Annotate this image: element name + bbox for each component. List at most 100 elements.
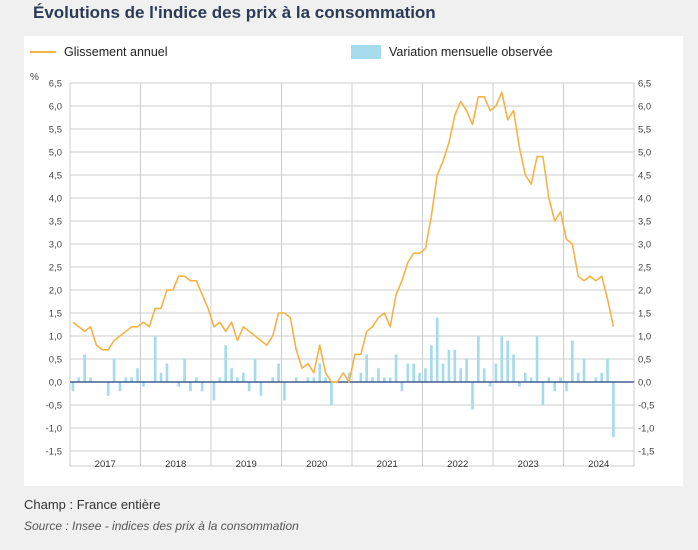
bar-monthly-variation — [259, 382, 263, 396]
bar-monthly-variation — [77, 377, 81, 382]
bar-monthly-variation — [283, 382, 286, 401]
bar-monthly-variation — [306, 377, 310, 382]
y-tick-label-right: 4,5 — [638, 171, 651, 182]
y-tick-label-right: 6,5 — [638, 79, 651, 90]
bar-monthly-variation — [388, 377, 392, 382]
y-tick-label-left: 5,0 — [49, 148, 62, 159]
bar-monthly-variation — [424, 368, 427, 382]
legend-item-bar[interactable]: Variation mensuelle observée — [351, 44, 553, 60]
bar-monthly-variation — [230, 368, 233, 382]
x-tick-label-year: 2019 — [236, 459, 257, 470]
y-tick-label-right: 5,5 — [638, 125, 651, 136]
bar-monthly-variation — [124, 377, 128, 382]
bar-monthly-variation — [559, 377, 562, 382]
y-tick-label-right: 1,5 — [638, 309, 651, 320]
bar-monthly-variation — [400, 382, 404, 392]
y-tick-label-right: -0,5 — [638, 401, 654, 412]
bar-monthly-variation — [576, 372, 580, 382]
bar-monthly-variation — [500, 336, 504, 382]
y-tick-label-left: 2,0 — [49, 286, 62, 297]
bar-monthly-variation — [465, 359, 468, 382]
bar-monthly-variation — [189, 382, 192, 392]
bar-monthly-variation — [359, 372, 363, 382]
y-tick-label-left: -0,5 — [46, 401, 62, 412]
bar-monthly-variation — [177, 382, 181, 387]
y-tick-label-right: 0,0 — [638, 378, 651, 389]
bar-monthly-variation — [476, 336, 480, 382]
bar-monthly-variation — [547, 377, 551, 382]
bar-monthly-variation — [324, 377, 327, 382]
y-tick-label-left: -1,0 — [46, 424, 62, 435]
bar-monthly-variation — [506, 340, 510, 382]
y-tick-label-left: 0,0 — [49, 378, 62, 389]
bar-monthly-variation — [518, 382, 521, 387]
bar-monthly-variation — [71, 382, 75, 392]
bar-monthly-variation — [312, 377, 316, 382]
y-tick-label-left: 6,0 — [49, 102, 62, 113]
chart-card: 6,5 6,5 6,0 6,0 5,5 5,5 5,0 5,0 4,5 4,5 4,0 4,0 3,5 3… — [24, 36, 683, 486]
footer-source: Source : Insee - indices des prix à la c… — [24, 519, 299, 533]
bar-monthly-variation — [347, 372, 351, 382]
bar-monthly-variation — [236, 377, 239, 382]
bar-monthly-variation — [606, 359, 609, 382]
bar-monthly-variation — [435, 317, 439, 382]
bar-monthly-variation — [136, 368, 139, 382]
y-tick-label-left: 4,0 — [49, 194, 62, 205]
x-tick-label-year: 2018 — [165, 459, 186, 470]
y-tick-label-right: 3,0 — [638, 240, 651, 251]
x-tick-label-year: 2020 — [306, 459, 327, 470]
bar-monthly-variation — [471, 382, 474, 410]
y-axis-unit-label: % — [30, 72, 39, 83]
bar-monthly-variation — [494, 363, 498, 382]
bar-monthly-variation — [153, 336, 157, 382]
bar-monthly-variation — [106, 382, 110, 396]
y-tick-label-left: 2,5 — [49, 263, 62, 274]
bar-monthly-variation — [529, 377, 533, 382]
bar-monthly-variation — [83, 354, 87, 382]
bar-monthly-variation — [200, 382, 204, 392]
bar-monthly-variation — [194, 377, 198, 382]
bar-monthly-variation — [429, 345, 433, 382]
y-tick-label-left: 6,5 — [49, 79, 62, 90]
y-tick-label-left: 3,5 — [49, 217, 62, 228]
bar-monthly-variation — [247, 382, 251, 392]
bar-monthly-variation — [441, 363, 445, 382]
y-tick-label-left: 1,5 — [49, 309, 62, 320]
bar-monthly-variation — [241, 372, 245, 382]
y-tick-label-left: -1,5 — [46, 447, 62, 458]
bar-monthly-variation — [212, 382, 216, 401]
x-tick-label-year: 2017 — [95, 459, 116, 470]
bar-monthly-variation — [406, 363, 410, 382]
bar-monthly-variation — [365, 354, 369, 382]
bar-monthly-variation — [600, 372, 604, 382]
bar-monthly-variation — [488, 382, 492, 387]
y-tick-label-left: 0,5 — [49, 355, 62, 366]
x-tick-label-year: 2021 — [377, 459, 398, 470]
bar-monthly-variation — [165, 363, 169, 382]
y-tick-label-right: -1,5 — [638, 447, 654, 458]
bar-monthly-variation — [330, 382, 333, 405]
x-tick-label-year: 2023 — [518, 459, 539, 470]
y-tick-label-left: 1,0 — [49, 332, 62, 343]
bar-monthly-variation — [253, 359, 257, 382]
x-tick-label-year: 2022 — [447, 459, 468, 470]
bar-monthly-variation — [218, 377, 222, 382]
y-tick-label-right: 2,0 — [638, 286, 651, 297]
bar-monthly-variation — [118, 382, 122, 392]
y-tick-label-right: 1,0 — [638, 332, 651, 343]
bar-monthly-variation — [382, 377, 386, 382]
x-tick-label-year: 2024 — [588, 459, 609, 470]
bar-monthly-variation — [453, 349, 457, 382]
bar-monthly-variation — [523, 372, 527, 382]
bar-monthly-variation — [277, 363, 280, 382]
bar-monthly-variation — [541, 382, 545, 405]
y-tick-label-right: 0,5 — [638, 355, 651, 366]
bar-monthly-variation — [130, 377, 134, 382]
legend-item-line[interactable]: Glissement annuel — [30, 44, 168, 60]
y-tick-label-right: 4,0 — [638, 194, 651, 205]
legend-bar-swatch — [351, 45, 381, 59]
bar-monthly-variation — [553, 382, 557, 392]
bar-monthly-variation — [394, 354, 398, 382]
bar-monthly-variation — [89, 377, 92, 382]
bar-monthly-variation — [459, 368, 463, 382]
